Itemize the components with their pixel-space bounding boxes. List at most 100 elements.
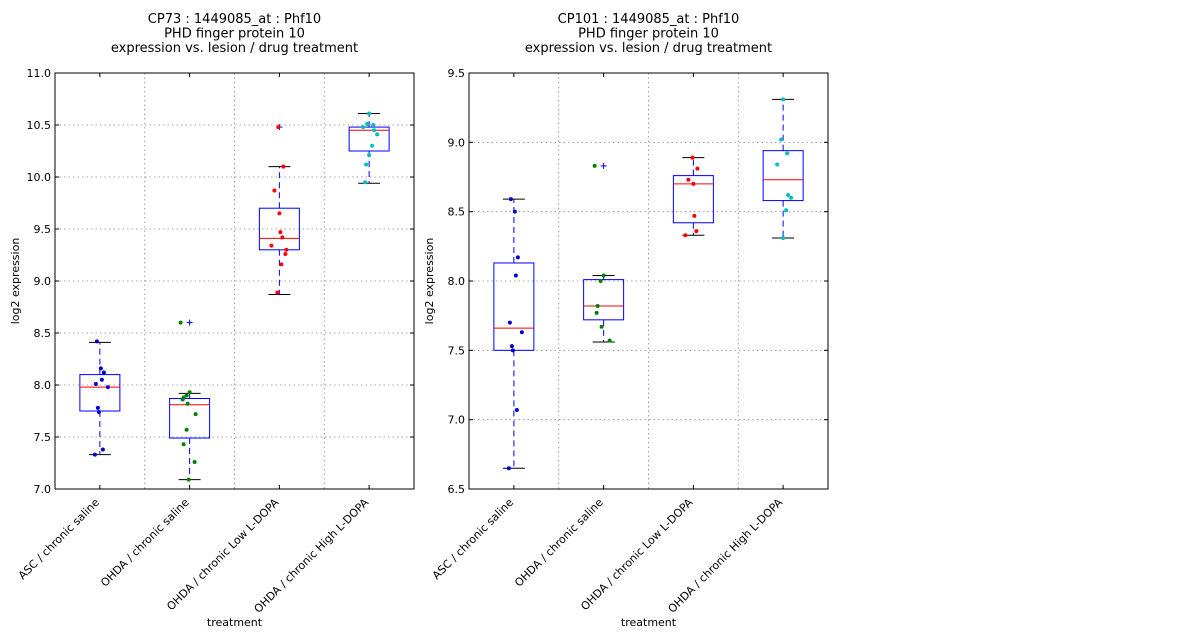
box-iqr [169,398,211,439]
x-axis-label: treatment [621,616,677,629]
data-point [785,151,790,156]
data-point [781,97,786,102]
y-tick-label: 8.0 [448,275,466,288]
data-point [513,273,518,278]
data-point [185,401,190,406]
data-point [509,344,514,349]
box-iqr [79,374,121,412]
data-point [101,370,106,375]
data-point [284,247,289,252]
chart-title-line: PHD finger protein 10 [578,27,719,42]
data-point [269,243,274,248]
x-tick-label: ASC / chronic saline [16,496,102,582]
box-plot-4 [762,98,804,239]
data-point [786,193,791,198]
data-point [275,290,280,295]
data-point [192,459,197,464]
data-point [595,303,600,308]
y-tick-label: 8.0 [34,379,52,392]
data-point [514,407,519,412]
data-point [281,164,286,169]
data-point [519,330,524,335]
y-tick-label: 7.0 [448,414,466,427]
data-point [277,211,282,216]
data-point [507,320,512,325]
y-tick-label: 9.0 [448,136,466,149]
outlier-marker [600,162,607,169]
plot-area-frame [468,72,829,490]
data-point [375,132,380,137]
box-plot-4 [348,113,390,184]
data-point [276,125,281,130]
box-iqr [762,150,804,202]
chart-panel-1: CP73 : 1449085_at : Phf10 PHD finger prot… [9,12,415,629]
data-point [184,393,189,398]
data-point [601,273,606,278]
outlier-marker [186,319,193,326]
data-point [690,155,695,160]
data-point [775,162,780,167]
data-point [99,377,104,382]
data-point [599,324,604,329]
box-plot-3 [672,157,714,236]
data-point [695,166,700,171]
data-point [694,229,699,234]
data-point [365,121,370,126]
data-point [692,213,697,218]
y-tick-label: 7.5 [34,431,52,444]
data-point [361,125,366,130]
data-point [95,405,100,410]
data-point [515,255,520,260]
data-point [283,251,288,256]
box-plot-3 [258,124,300,296]
data-point [592,163,597,168]
data-point [607,338,612,343]
chart-title: CP101 : 1449085_at : Phf10 PHD finger pro… [525,12,772,56]
data-point [94,339,99,344]
x-axis-label: treatment [207,616,263,629]
box-iqr [493,262,535,351]
y-tick-label: 9.5 [34,223,52,236]
data-point [187,390,192,395]
chart-title-line: CP73 : 1449085_at : Phf10 [148,12,321,27]
x-tick-label: OHDA / chronic saline [512,496,606,590]
chart-title-line: PHD finger protein 10 [164,27,305,42]
x-tick-label: OHDA / chronic saline [98,496,192,590]
data-point [691,181,696,186]
box-plot-2 [583,162,625,343]
data-point [371,123,376,127]
box-plot-1 [79,341,121,456]
y-axis-label: log2 expression [423,238,436,325]
data-point [594,310,599,315]
data-point [367,111,372,116]
data-point [100,447,105,452]
y-tick-label: 11.0 [27,67,52,80]
data-point [96,410,101,415]
data-point [789,195,794,200]
data-point [272,188,277,193]
chart-panel-2: CP101 : 1449085_at : Phf10 PHD finger pro… [423,12,829,629]
chart-title-line: expression vs. lesion / drug treatment [111,41,358,56]
data-point [278,230,283,235]
data-point [784,208,789,213]
data-point [180,397,185,402]
x-tick-label: ASC / chronic saline [430,496,516,582]
y-tick-label: 6.5 [448,483,466,496]
data-point [178,320,183,325]
data-point [508,197,513,202]
data-point [93,381,98,386]
data-point [363,180,368,185]
data-point [184,427,189,432]
data-point [280,235,285,240]
y-tick-label: 7.0 [34,483,52,496]
plot-area-frame [54,72,415,490]
data-point [186,477,191,482]
y-tick-label: 9.0 [34,275,52,288]
data-point [279,262,284,267]
chart-title-line: expression vs. lesion / drug treatment [525,41,772,56]
data-point [105,385,110,390]
box-iqr [348,126,390,152]
data-point [367,153,372,158]
data-point [686,177,691,182]
